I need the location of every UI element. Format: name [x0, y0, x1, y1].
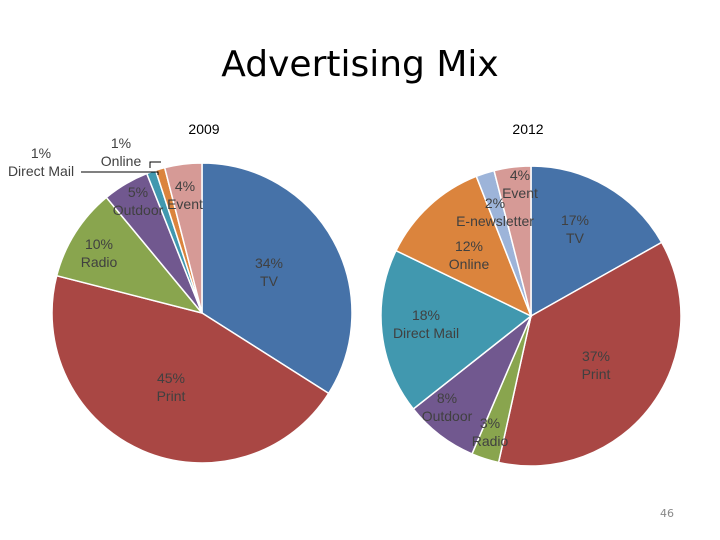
pie-2012-slice-online — [394, 175, 533, 318]
pie-2012-label-tv: 17% TV — [561, 212, 589, 246]
pie-2009-label-online: 1% Online — [101, 135, 142, 169]
pie-2009-leader-direct-mail — [81, 171, 159, 175]
pie-2009-label-outdoor: 5% Outdoor — [113, 184, 164, 218]
pie-2012-slice-tv — [530, 165, 663, 318]
pie-2009-label-print: 45% Print — [157, 370, 186, 404]
pie-2009-label-radio: 10% Radio — [81, 236, 118, 270]
pie-2012-label-online: 12% Online — [449, 238, 490, 272]
pie-2012-label-print: 37% Print — [582, 348, 611, 382]
pie-2012-label-radio: 3% Radio — [472, 415, 509, 449]
pie-2009-label-tv: 34% TV — [255, 255, 283, 289]
pie-2012-slice-event — [493, 165, 532, 317]
pie-2012-slice-print — [497, 241, 682, 467]
pie-2012-label-direct-mail: 18% Direct Mail — [393, 307, 459, 341]
chart-title-2009: 2009 — [188, 121, 219, 137]
pie-2009-slice-event — [163, 162, 203, 314]
pie-2012-label-outdoor: 8% Outdoor — [422, 390, 473, 424]
pie-2012-label-event: 4% Event — [502, 167, 538, 201]
chart-title-2012: 2012 — [512, 121, 543, 137]
pie-2012-label-e-newsletter: 2% E-newsletter — [456, 195, 534, 229]
pie-2009-slice-print — [51, 274, 330, 464]
pie-2012-slice-direct-mail — [380, 249, 533, 411]
slide-title: Advertising Mix — [221, 44, 499, 85]
pie-2009-label-event: 4% Event — [167, 178, 203, 212]
pie-2009-leader-online — [149, 161, 161, 168]
pie-2009-label-direct-mail: 1% Direct Mail — [8, 145, 74, 179]
page-number: 46 — [660, 507, 674, 520]
pie-2009-slice-radio — [55, 196, 205, 315]
pie-2009-slice-tv — [201, 162, 353, 395]
